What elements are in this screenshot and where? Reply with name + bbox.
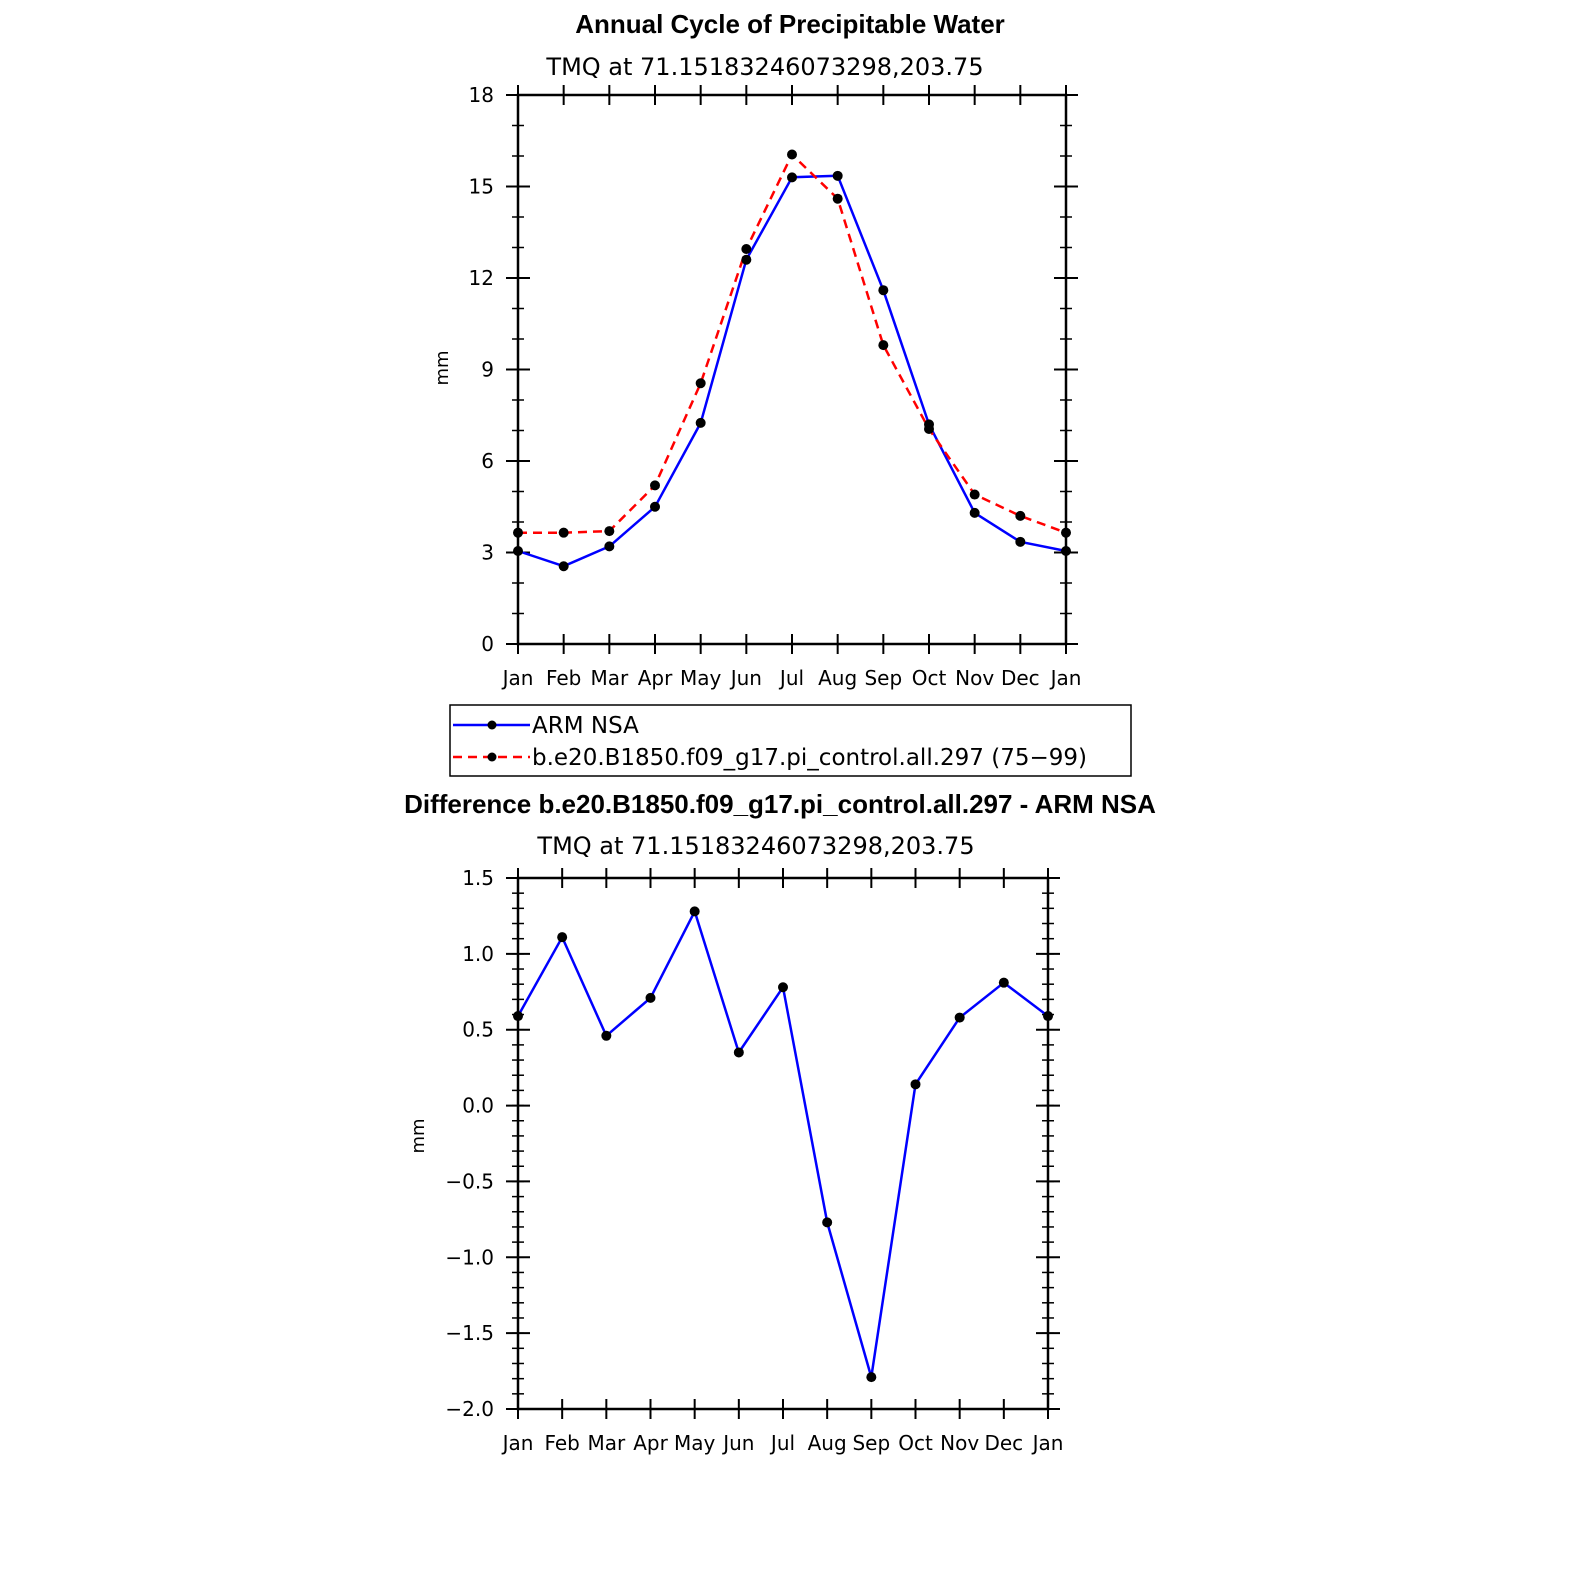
chart1-series-point-0 xyxy=(604,541,615,552)
chart2-ytick-label: −1.5 xyxy=(445,1321,494,1345)
chart2-title: Difference b.e20.B1850.f09_g17.pi_contro… xyxy=(404,789,1156,819)
chart2-ylabel: mm xyxy=(408,1118,429,1153)
chart1-series-point-0 xyxy=(878,285,889,296)
chart2-series-point-0 xyxy=(822,1217,833,1228)
chart1-ytick-label: 3 xyxy=(481,541,494,565)
chart1-xtick-label: Mar xyxy=(590,666,629,690)
chart1-series-point-1 xyxy=(695,378,706,389)
chart1-xtick-label: Sep xyxy=(864,666,902,690)
chart1-title: Annual Cycle of Precipitable Water xyxy=(575,9,1005,39)
chart1-series-point-0 xyxy=(650,501,660,512)
chart2-series-point-0 xyxy=(557,932,568,943)
chart1-xtick-label: Dec xyxy=(1001,666,1040,690)
chart1-series-point-1 xyxy=(969,489,980,500)
chart2-ytick-label: −2.0 xyxy=(445,1397,494,1421)
chart2-series-point-0 xyxy=(733,1047,744,1058)
chart1-xtick-label: Feb xyxy=(546,666,581,690)
chart1-series-point-0 xyxy=(741,254,752,265)
chart2-frame xyxy=(516,876,1050,1411)
chart2-xtick-label: Dec xyxy=(984,1431,1023,1455)
chart2-xtick-label: Jun xyxy=(721,1431,754,1455)
chart1-series-point-1 xyxy=(787,149,797,160)
chart2-xtick-label: Aug xyxy=(808,1431,847,1455)
chart1-series-point-0 xyxy=(1015,536,1026,547)
chart2-xtick-label: Feb xyxy=(544,1431,579,1455)
chart1-xtick-label: Oct xyxy=(912,666,947,690)
chart1-xtick-label: Jul xyxy=(778,666,804,690)
chart1-xtick-label: Apr xyxy=(638,666,673,690)
chart2-xtick-label: May xyxy=(674,1431,716,1455)
chart1-series-point-1 xyxy=(741,244,752,255)
chart2-ytick-label: 0.5 xyxy=(462,1018,494,1042)
chart1-series-point-1 xyxy=(513,527,523,538)
chart1-series-point-0 xyxy=(513,545,523,556)
legend: ARM NSA b.e20.B1850.f09_g17.pi_control.a… xyxy=(449,704,1132,777)
chart2-ytick-label: −0.5 xyxy=(445,1169,494,1193)
chart1-xtick-label: May xyxy=(680,666,722,690)
chart1-series-point-0 xyxy=(787,172,797,183)
chart1-xtick-label: Jan xyxy=(1049,666,1082,690)
chart2-series-point-0 xyxy=(1043,1011,1053,1022)
chart2-xtick-label: Apr xyxy=(633,1431,668,1455)
chart2-series-point-0 xyxy=(689,906,700,917)
chart2-plot: Jan Feb Mar Apr May Jun Jul Aug Sep Oct Nov Dec Jan−… xyxy=(445,866,1063,1455)
chart2-series-point-0 xyxy=(866,1372,877,1383)
chart2-subtitle: TMQ at 71.15183246073298,203.75 xyxy=(536,832,974,860)
chart2-series-point-0 xyxy=(513,1011,523,1022)
chart1-series-point-0 xyxy=(969,507,980,518)
chart1-ytick-label: 9 xyxy=(481,358,494,382)
chart2-series-point-0 xyxy=(998,977,1009,988)
chart1-ylabel: mm xyxy=(432,350,453,385)
chart1-series-point-1 xyxy=(878,340,889,351)
chart2-series-point-0 xyxy=(954,1012,965,1023)
chart1-series-point-0 xyxy=(558,561,569,572)
legend-marker-arm xyxy=(487,720,497,730)
chart1-ytick-label: 12 xyxy=(469,266,494,290)
chart1-xtick-label: Jun xyxy=(729,666,762,690)
chart1-series-point-1 xyxy=(832,193,843,204)
chart2-ytick-label: −1.0 xyxy=(445,1245,494,1269)
chart1-ytick-label: 18 xyxy=(469,83,494,107)
chart1-series-line-1 xyxy=(518,153,1067,534)
chart2-xtick-label: Jan xyxy=(501,1431,534,1455)
chart2-series-line-0 xyxy=(516,910,1049,1379)
chart2-ytick-label: 1.5 xyxy=(462,866,494,890)
chart1-series-point-1 xyxy=(924,423,934,434)
chart1-series-point-1 xyxy=(650,480,660,491)
chart1-series-point-0 xyxy=(695,417,706,428)
chart1-ytick-label: 6 xyxy=(481,449,494,473)
chart1-series-point-1 xyxy=(604,526,615,537)
chart2-xtick-label: Jul xyxy=(769,1431,795,1455)
chart2-xtick-label: Mar xyxy=(587,1431,626,1455)
chart1-xtick-label: Jan xyxy=(501,666,534,690)
chart1-subtitle: TMQ at 71.15183246073298,203.75 xyxy=(545,53,983,81)
chart1-series-point-1 xyxy=(1061,527,1071,538)
chart1-series-point-0 xyxy=(832,170,843,181)
chart1-ytick-label: 15 xyxy=(469,175,494,199)
chart1-xtick-label: Aug xyxy=(818,666,857,690)
legend-label-arm: ARM NSA xyxy=(532,713,639,739)
chart1-series-point-1 xyxy=(1015,510,1026,521)
legend-label-model: b.e20.B1850.f09_g17.pi_control.all.297 (… xyxy=(532,745,1087,771)
chart2-xtick-label: Nov xyxy=(940,1431,979,1455)
chart1-series-line-0 xyxy=(517,174,1067,568)
chart2-ytick-label: 0.0 xyxy=(462,1094,494,1118)
chart2-xtick-label: Sep xyxy=(852,1431,890,1455)
chart1-xtick-label: Nov xyxy=(955,666,994,690)
chart2-xtick-label: Jan xyxy=(1031,1431,1064,1455)
chart2-series-point-0 xyxy=(645,992,656,1003)
chart2-series-point-0 xyxy=(910,1079,921,1090)
legend-marker-model xyxy=(487,752,497,762)
chart1-plot: Jan Feb Mar Apr May Jun Jul Aug Sep Oct Nov Dec Jan 0… xyxy=(469,83,1082,690)
chart2-series-point-0 xyxy=(601,1030,612,1041)
chart2-ytick-label: 1.0 xyxy=(462,942,494,966)
chart1-series-point-1 xyxy=(558,527,569,538)
chart2-series-point-0 xyxy=(778,982,788,993)
chart1-ytick-label: 0 xyxy=(481,632,494,656)
legend-box xyxy=(449,704,1132,777)
chart1-series-point-0 xyxy=(1061,545,1071,556)
chart2-xtick-label: Oct xyxy=(898,1431,933,1455)
